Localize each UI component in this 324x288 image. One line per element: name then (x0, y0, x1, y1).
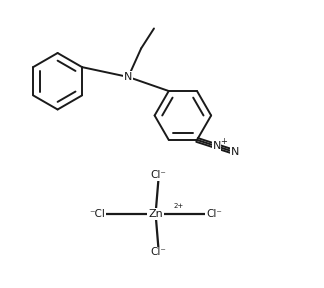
Text: Cl⁻: Cl⁻ (206, 209, 222, 219)
Text: N: N (231, 147, 239, 157)
Text: N: N (213, 141, 221, 151)
Text: 2+: 2+ (173, 203, 183, 209)
Text: Cl⁻: Cl⁻ (151, 247, 167, 257)
Text: +: + (220, 137, 227, 146)
Text: ⁻Cl: ⁻Cl (89, 209, 105, 219)
Text: N: N (124, 72, 133, 82)
Text: Zn: Zn (148, 209, 163, 219)
Text: Cl⁻: Cl⁻ (151, 170, 167, 180)
